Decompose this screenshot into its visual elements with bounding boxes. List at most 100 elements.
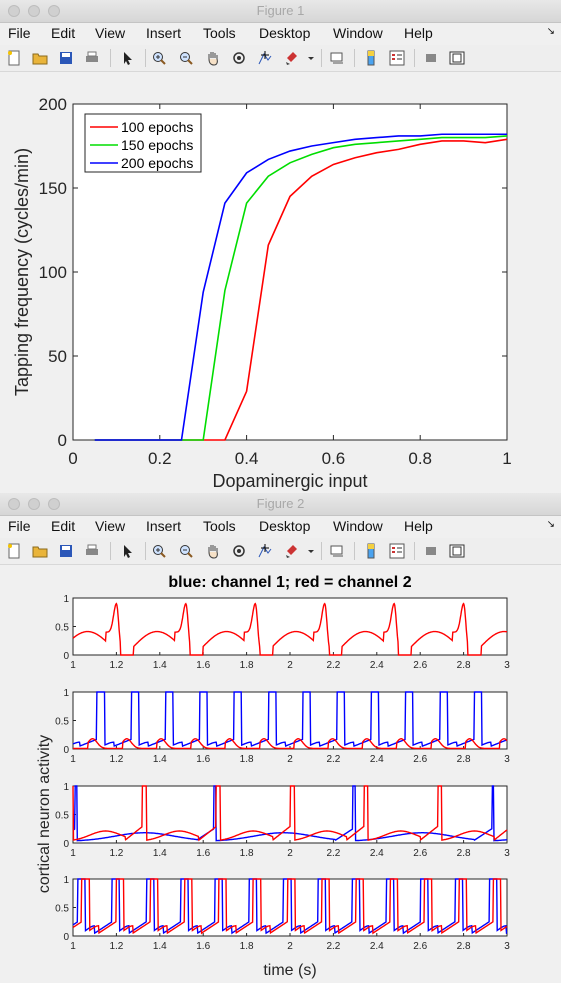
hide-plot-tools-icon[interactable] (422, 542, 440, 560)
menu-view[interactable]: View (95, 25, 126, 41)
figure2-canvas: blue: channel 1; red = channel 2 cortical… (0, 565, 561, 983)
channel2-trace (72, 878, 508, 935)
pan-hand-icon[interactable] (204, 542, 222, 560)
x-tick-label: 2 (287, 754, 293, 765)
y-tick-label: 1 (63, 782, 69, 793)
link-plot-icon[interactable] (328, 49, 346, 67)
menubar-overflow-icon[interactable]: ↘ (546, 26, 555, 37)
open-folder-icon[interactable] (31, 49, 49, 67)
menu-file[interactable]: File (8, 25, 31, 41)
legend-icon[interactable] (388, 542, 406, 560)
pointer-icon[interactable] (119, 49, 137, 67)
menu-window[interactable]: Window (333, 25, 383, 41)
legend: 100 epochs 150 epochs 200 epochs (84, 113, 202, 173)
toolbar-separator (354, 542, 355, 560)
menu-tools[interactable]: Tools (203, 518, 236, 534)
x-tick-label: 1 (70, 848, 76, 859)
pan-hand-icon[interactable] (204, 49, 222, 67)
x-tick-label: 3 (504, 848, 510, 859)
x-tick-label: 1.4 (153, 941, 167, 952)
toolbar-separator (110, 542, 111, 560)
show-plot-tools-icon[interactable] (448, 49, 466, 67)
menu-edit[interactable]: Edit (51, 518, 76, 534)
y-tick-label: 150 (39, 179, 67, 198)
y-tick-label: 100 (39, 263, 67, 282)
x-tick-label: 1 (502, 449, 511, 468)
subplot-axes-box (72, 597, 508, 656)
minimize-button[interactable] (28, 498, 40, 510)
legend-entry: 200 epochs (121, 155, 193, 171)
y-tick-label: 0.5 (55, 811, 69, 822)
menu-window[interactable]: Window (333, 518, 383, 534)
figure-title: blue: channel 1; red = channel 2 (168, 574, 411, 591)
zoom-out-icon[interactable] (177, 49, 195, 67)
zoom-in-icon[interactable] (150, 542, 168, 560)
legend-entry: 100 epochs (121, 119, 193, 135)
menu-insert[interactable]: Insert (146, 25, 182, 41)
x-tick-label: 2.4 (370, 660, 384, 671)
y-tick-label: 0 (63, 839, 69, 850)
series-line-200-epochs (94, 133, 507, 441)
brush-icon[interactable] (282, 542, 300, 560)
x-tick-label: 3 (504, 754, 510, 765)
data-cursor-icon[interactable] (256, 49, 274, 67)
zoom-out-icon[interactable] (177, 542, 195, 560)
new-file-icon[interactable] (5, 49, 23, 67)
minimize-button[interactable] (28, 5, 40, 17)
y-tick-label: 1 (63, 594, 69, 605)
brush-dropdown-icon[interactable] (302, 49, 320, 67)
legend-icon[interactable] (388, 49, 406, 67)
toolbar-separator (321, 49, 322, 67)
open-folder-icon[interactable] (31, 542, 49, 560)
menu-help[interactable]: Help (404, 25, 433, 41)
menu-edit[interactable]: Edit (51, 25, 76, 41)
x-tick-label: 1 (70, 660, 76, 671)
zoom-button[interactable] (48, 5, 60, 17)
zoom-button[interactable] (48, 498, 60, 510)
toolbar-separator (354, 49, 355, 67)
y-axis-label: Tapping frequency (cycles/min) (12, 148, 32, 396)
menu-view[interactable]: View (95, 518, 126, 534)
data-cursor-icon[interactable] (256, 542, 274, 560)
save-icon[interactable] (57, 49, 75, 67)
brush-dropdown-icon[interactable] (302, 542, 320, 560)
menu-file[interactable]: File (8, 518, 31, 534)
channel2-trace (72, 785, 508, 842)
menubar-overflow-icon[interactable]: ↘ (546, 519, 555, 530)
figure1-titlebar: Figure 1 (0, 0, 561, 23)
menu-desktop[interactable]: Desktop (259, 518, 311, 534)
toolbar-separator (414, 542, 415, 560)
y-tick-label: 0 (63, 745, 69, 756)
figure1-window: Figure 1 File Edit View Insert Tools Des… (0, 0, 561, 493)
x-tick-label: 2.2 (326, 941, 340, 952)
brush-icon[interactable] (282, 49, 300, 67)
channel2-trace (73, 737, 508, 750)
x-tick-label: 2.8 (457, 941, 471, 952)
rotate-3d-icon[interactable] (230, 49, 248, 67)
link-plot-icon[interactable] (328, 542, 346, 560)
save-icon[interactable] (57, 542, 75, 560)
hide-plot-tools-icon[interactable] (422, 49, 440, 67)
y-tick-label: 0 (58, 431, 67, 450)
print-icon[interactable] (83, 542, 101, 560)
channel2-trace (72, 602, 508, 656)
rotate-3d-icon[interactable] (230, 542, 248, 560)
colorbar-icon[interactable] (362, 49, 380, 67)
window-title: Figure 2 (256, 496, 305, 511)
show-plot-tools-icon[interactable] (448, 542, 466, 560)
menu-help[interactable]: Help (404, 518, 433, 534)
x-tick-label: 3 (504, 941, 510, 952)
print-icon[interactable] (83, 49, 101, 67)
subplot-3: 1 1.2 1.4 1.6 1.8 2 2.2 2.4 2.6 2.8 3 0 0.5 1 (55, 782, 510, 859)
colorbar-icon[interactable] (362, 542, 380, 560)
close-button[interactable] (8, 498, 20, 510)
zoom-in-icon[interactable] (150, 49, 168, 67)
menu-desktop[interactable]: Desktop (259, 25, 311, 41)
new-file-icon[interactable] (5, 542, 23, 560)
menu-tools[interactable]: Tools (203, 25, 236, 41)
pointer-icon[interactable] (119, 542, 137, 560)
menu-insert[interactable]: Insert (146, 518, 182, 534)
x-tick-label: 1.4 (153, 660, 167, 671)
subplot-1: 1 1.2 1.4 1.6 1.8 2 2.2 2.4 2.6 2.8 3 0 0.5 1 (55, 594, 510, 671)
close-button[interactable] (8, 5, 20, 17)
